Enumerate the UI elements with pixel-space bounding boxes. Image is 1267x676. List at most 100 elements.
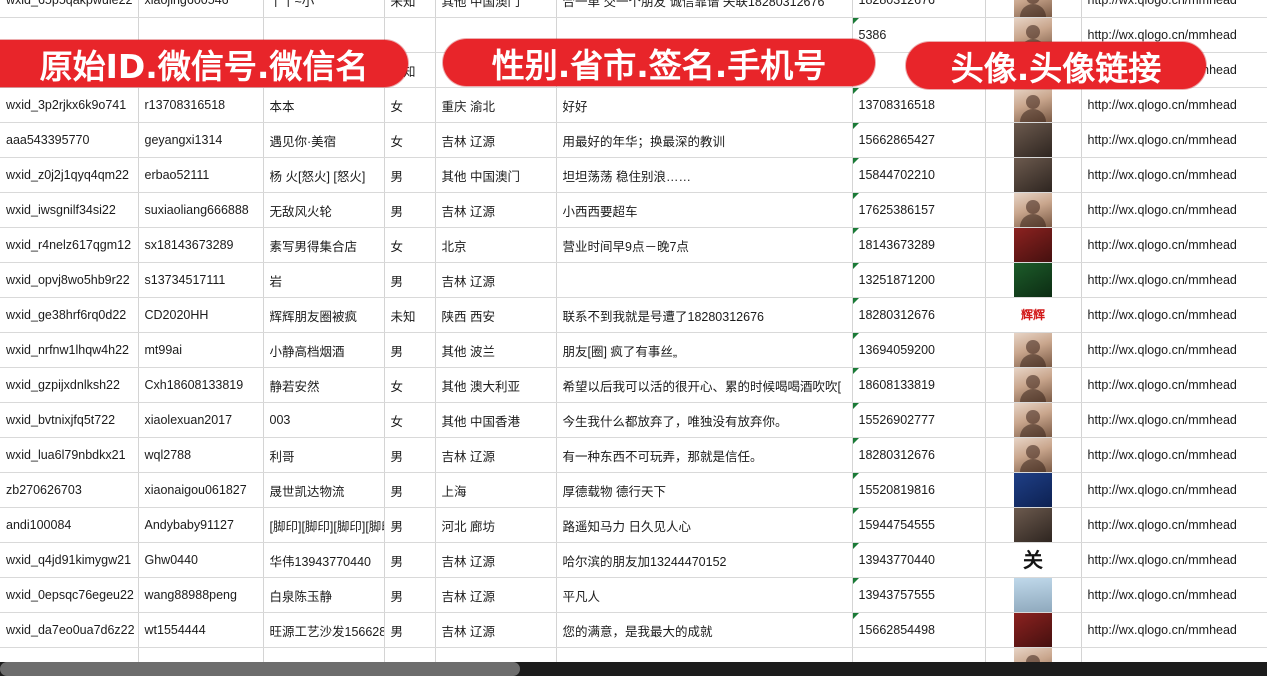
cell-avatar-url[interactable]: http://wx.qlogo.cn/mmhead xyxy=(1081,297,1267,333)
cell-gender[interactable]: 男 xyxy=(384,262,436,298)
cell-phone[interactable]: 15662854498 xyxy=(852,612,986,648)
cell-region[interactable]: 其他 中国澳门 xyxy=(435,0,557,18)
cell-region[interactable]: 上海 xyxy=(435,472,557,508)
cell-nickname[interactable]: 素写男得集合店 xyxy=(263,227,385,263)
cell-phone[interactable]: 15520819816 xyxy=(852,472,986,508)
cell-gender[interactable]: 女 xyxy=(384,122,436,158)
cell-gender[interactable]: 未知 xyxy=(384,297,436,333)
cell-nickname[interactable]: 丫丫~小 xyxy=(263,0,385,18)
cell-region[interactable]: 吉林 辽源 xyxy=(435,262,557,298)
cell-avatar-url[interactable]: http://wx.qlogo.cn/mmhead xyxy=(1081,0,1267,18)
cell-avatar-url[interactable]: http://wx.qlogo.cn/mmhead xyxy=(1081,542,1267,578)
cell-avatar[interactable] xyxy=(985,507,1082,543)
cell-avatar-url[interactable]: http://wx.qlogo.cn/mmhead xyxy=(1081,122,1267,158)
horizontal-scrollbar[interactable] xyxy=(0,662,1267,676)
cell-avatar-url[interactable]: http://wx.qlogo.cn/mmhead xyxy=(1081,367,1267,403)
cell-avatar-url[interactable]: http://wx.qlogo.cn/mmhead xyxy=(1081,507,1267,543)
cell-gender[interactable]: 男 xyxy=(384,157,436,193)
cell-avatar[interactable] xyxy=(985,192,1082,228)
cell-gender[interactable]: 男 xyxy=(384,612,436,648)
table-row[interactable]: wxid_da7eo0ua7d6z22wt1554444旺源工艺沙发156628… xyxy=(0,612,1267,648)
cell-avatar[interactable]: 辉辉 xyxy=(985,297,1082,333)
cell-avatar[interactable] xyxy=(985,157,1082,193)
cell-nickname[interactable]: 遇见你·美宿 xyxy=(263,122,385,158)
table-row[interactable]: wxid_3p2rjkx6k9o741 r13708316518 本本女重庆 渝北好… xyxy=(0,87,1267,123)
cell-region[interactable]: 吉林 辽源 xyxy=(435,542,557,578)
table-row[interactable]: wxid_bvtnixjfq5t722 xiaolexuan2017 003 女其他 … xyxy=(0,402,1267,438)
cell-avatar[interactable] xyxy=(985,332,1082,368)
cell-avatar[interactable] xyxy=(985,262,1082,298)
cell-gender[interactable]: 女 xyxy=(384,227,436,263)
cell-gender[interactable]: 男 xyxy=(384,472,436,508)
cell-avatar[interactable] xyxy=(985,122,1082,158)
cell-avatar-url[interactable]: http://wx.qlogo.cn/mmhead xyxy=(1081,87,1267,123)
cell-phone[interactable]: 15944754555 xyxy=(852,507,986,543)
cell-orig-id[interactable]: wxid_gzpijxdnlksh22 xyxy=(0,367,139,403)
table-row[interactable]: wxid_lua6l79nbdkx21 wql2788 利哥男吉林 辽源 有一种东西不… xyxy=(0,437,1267,473)
cell-signature[interactable]: 小西西要超车 xyxy=(556,192,853,228)
cell-avatar-url[interactable]: http://wx.qlogo.cn/mmhead xyxy=(1081,612,1267,648)
cell-gender[interactable]: 女 xyxy=(384,367,436,403)
cell-wxid[interactable]: Ghw0440 xyxy=(138,542,264,578)
table-row[interactable]: wxid_opvj8wo5hb9r22 s13734517111 岩男吉林 辽源 13… xyxy=(0,262,1267,298)
cell-wxid[interactable]: s13734517111 xyxy=(138,262,264,298)
cell-gender[interactable]: 男 xyxy=(384,577,436,613)
cell-wxid[interactable]: xiaonaigou061827 xyxy=(138,472,264,508)
table-row[interactable]: wxid_q4jd91kimygw21 Ghw0440 华伟13943770440 男… xyxy=(0,542,1267,578)
table-row[interactable]: wxid_ge38hrf6rq0d22 CD2020HH 辉辉朋友圈被疯 未知 陕西 西… xyxy=(0,297,1267,333)
cell-avatar[interactable] xyxy=(985,402,1082,438)
cell-phone[interactable]: 17625386157 xyxy=(852,192,986,228)
cell-gender[interactable]: 男 xyxy=(384,332,436,368)
cell-gender[interactable]: 女 xyxy=(384,87,436,123)
table-row[interactable]: wxid_65p5qakpwuie22 xiaojing600546 丫丫~小 未知其… xyxy=(0,0,1267,18)
cell-signature[interactable]: 有一种东西不可玩弄，那就是信任。 xyxy=(556,437,853,473)
cell-region[interactable]: 其他 中国香港 xyxy=(435,402,557,438)
cell-signature[interactable]: 朋友[圈] 疯了有事丝„ xyxy=(556,332,853,368)
cell-wxid[interactable]: sx18143673289 xyxy=(138,227,264,263)
cell-nickname[interactable]: 辉辉朋友圈被疯 xyxy=(263,297,385,333)
cell-wxid[interactable]: mt99ai xyxy=(138,332,264,368)
cell-phone[interactable]: 18280312676 xyxy=(852,437,986,473)
cell-orig-id[interactable]: wxid_q4jd91kimygw21 xyxy=(0,542,139,578)
cell-nickname[interactable]: 华伟13943770440 xyxy=(263,542,385,578)
table-row[interactable]: wxid_r4nelz617qgm12 sx18143673289 素写男得集合店女… xyxy=(0,227,1267,263)
cell-nickname[interactable]: 岩 xyxy=(263,262,385,298)
cell-wxid[interactable]: Andybaby91127 xyxy=(138,507,264,543)
cell-nickname[interactable]: 无敌风火轮 xyxy=(263,192,385,228)
cell-avatar[interactable] xyxy=(985,227,1082,263)
cell-region[interactable]: 陕西 西安 xyxy=(435,297,557,333)
cell-avatar[interactable] xyxy=(985,612,1082,648)
cell-region[interactable]: 其他 澳大利亚 xyxy=(435,367,557,403)
cell-signature[interactable]: 平凡人 xyxy=(556,577,853,613)
cell-signature[interactable]: 希望以后我可以活的很开心、累的时候喝喝酒吹吹[ xyxy=(556,367,853,403)
table-row[interactable]: wxid_z0j2j1qyq4qm22 erbao52111 杨 火[怒火] [怒火… xyxy=(0,157,1267,193)
cell-orig-id[interactable]: wxid_iwsgnilf34si22 xyxy=(0,192,139,228)
cell-signature[interactable]: 今生我什么都放弃了，唯独没有放弃你。 xyxy=(556,402,853,438)
table-row[interactable]: aaa543395770 geyangxi1314 遇见你·美宿女吉林 辽源 用最好的… xyxy=(0,122,1267,158)
cell-orig-id[interactable]: wxid_65p5qakpwuie22 xyxy=(0,0,139,18)
cell-wxid[interactable]: xiaojing600546 xyxy=(138,0,264,18)
cell-signature[interactable]: 坦坦荡荡 稳住别浪…… xyxy=(556,157,853,193)
cell-avatar[interactable] xyxy=(985,437,1082,473)
cell-orig-id[interactable]: wxid_3p2rjkx6k9o741 xyxy=(0,87,139,123)
cell-region[interactable]: 吉林 辽源 xyxy=(435,437,557,473)
cell-gender[interactable]: 女 xyxy=(384,402,436,438)
cell-avatar-url[interactable]: http://wx.qlogo.cn/mmhead xyxy=(1081,402,1267,438)
cell-region[interactable]: 吉林 辽源 xyxy=(435,612,557,648)
table-row[interactable]: zb270626703 xiaonaigou061827 晟世凯达物流男上海 厚德载物… xyxy=(0,472,1267,508)
table-row[interactable]: andi100084 Andybaby91127 [脚印][脚印][脚印][脚印男河… xyxy=(0,507,1267,543)
cell-avatar[interactable] xyxy=(985,472,1082,508)
cell-gender[interactable]: 男 xyxy=(384,437,436,473)
cell-nickname[interactable]: 白泉陈玉静 xyxy=(263,577,385,613)
cell-wxid[interactable]: r13708316518 xyxy=(138,87,264,123)
cell-region[interactable]: 其他 中国澳门 xyxy=(435,157,557,193)
cell-region[interactable]: 河北 廊坊 xyxy=(435,507,557,543)
cell-phone[interactable]: 13943770440 xyxy=(852,542,986,578)
cell-avatar[interactable] xyxy=(985,367,1082,403)
cell-wxid[interactable]: erbao52111 xyxy=(138,157,264,193)
cell-signature[interactable]: 哈尔滨的朋友加13244470152 xyxy=(556,542,853,578)
cell-gender[interactable]: 男 xyxy=(384,542,436,578)
cell-phone[interactable]: 13943757555 xyxy=(852,577,986,613)
cell-nickname[interactable]: 杨 火[怒火] [怒火] xyxy=(263,157,385,193)
